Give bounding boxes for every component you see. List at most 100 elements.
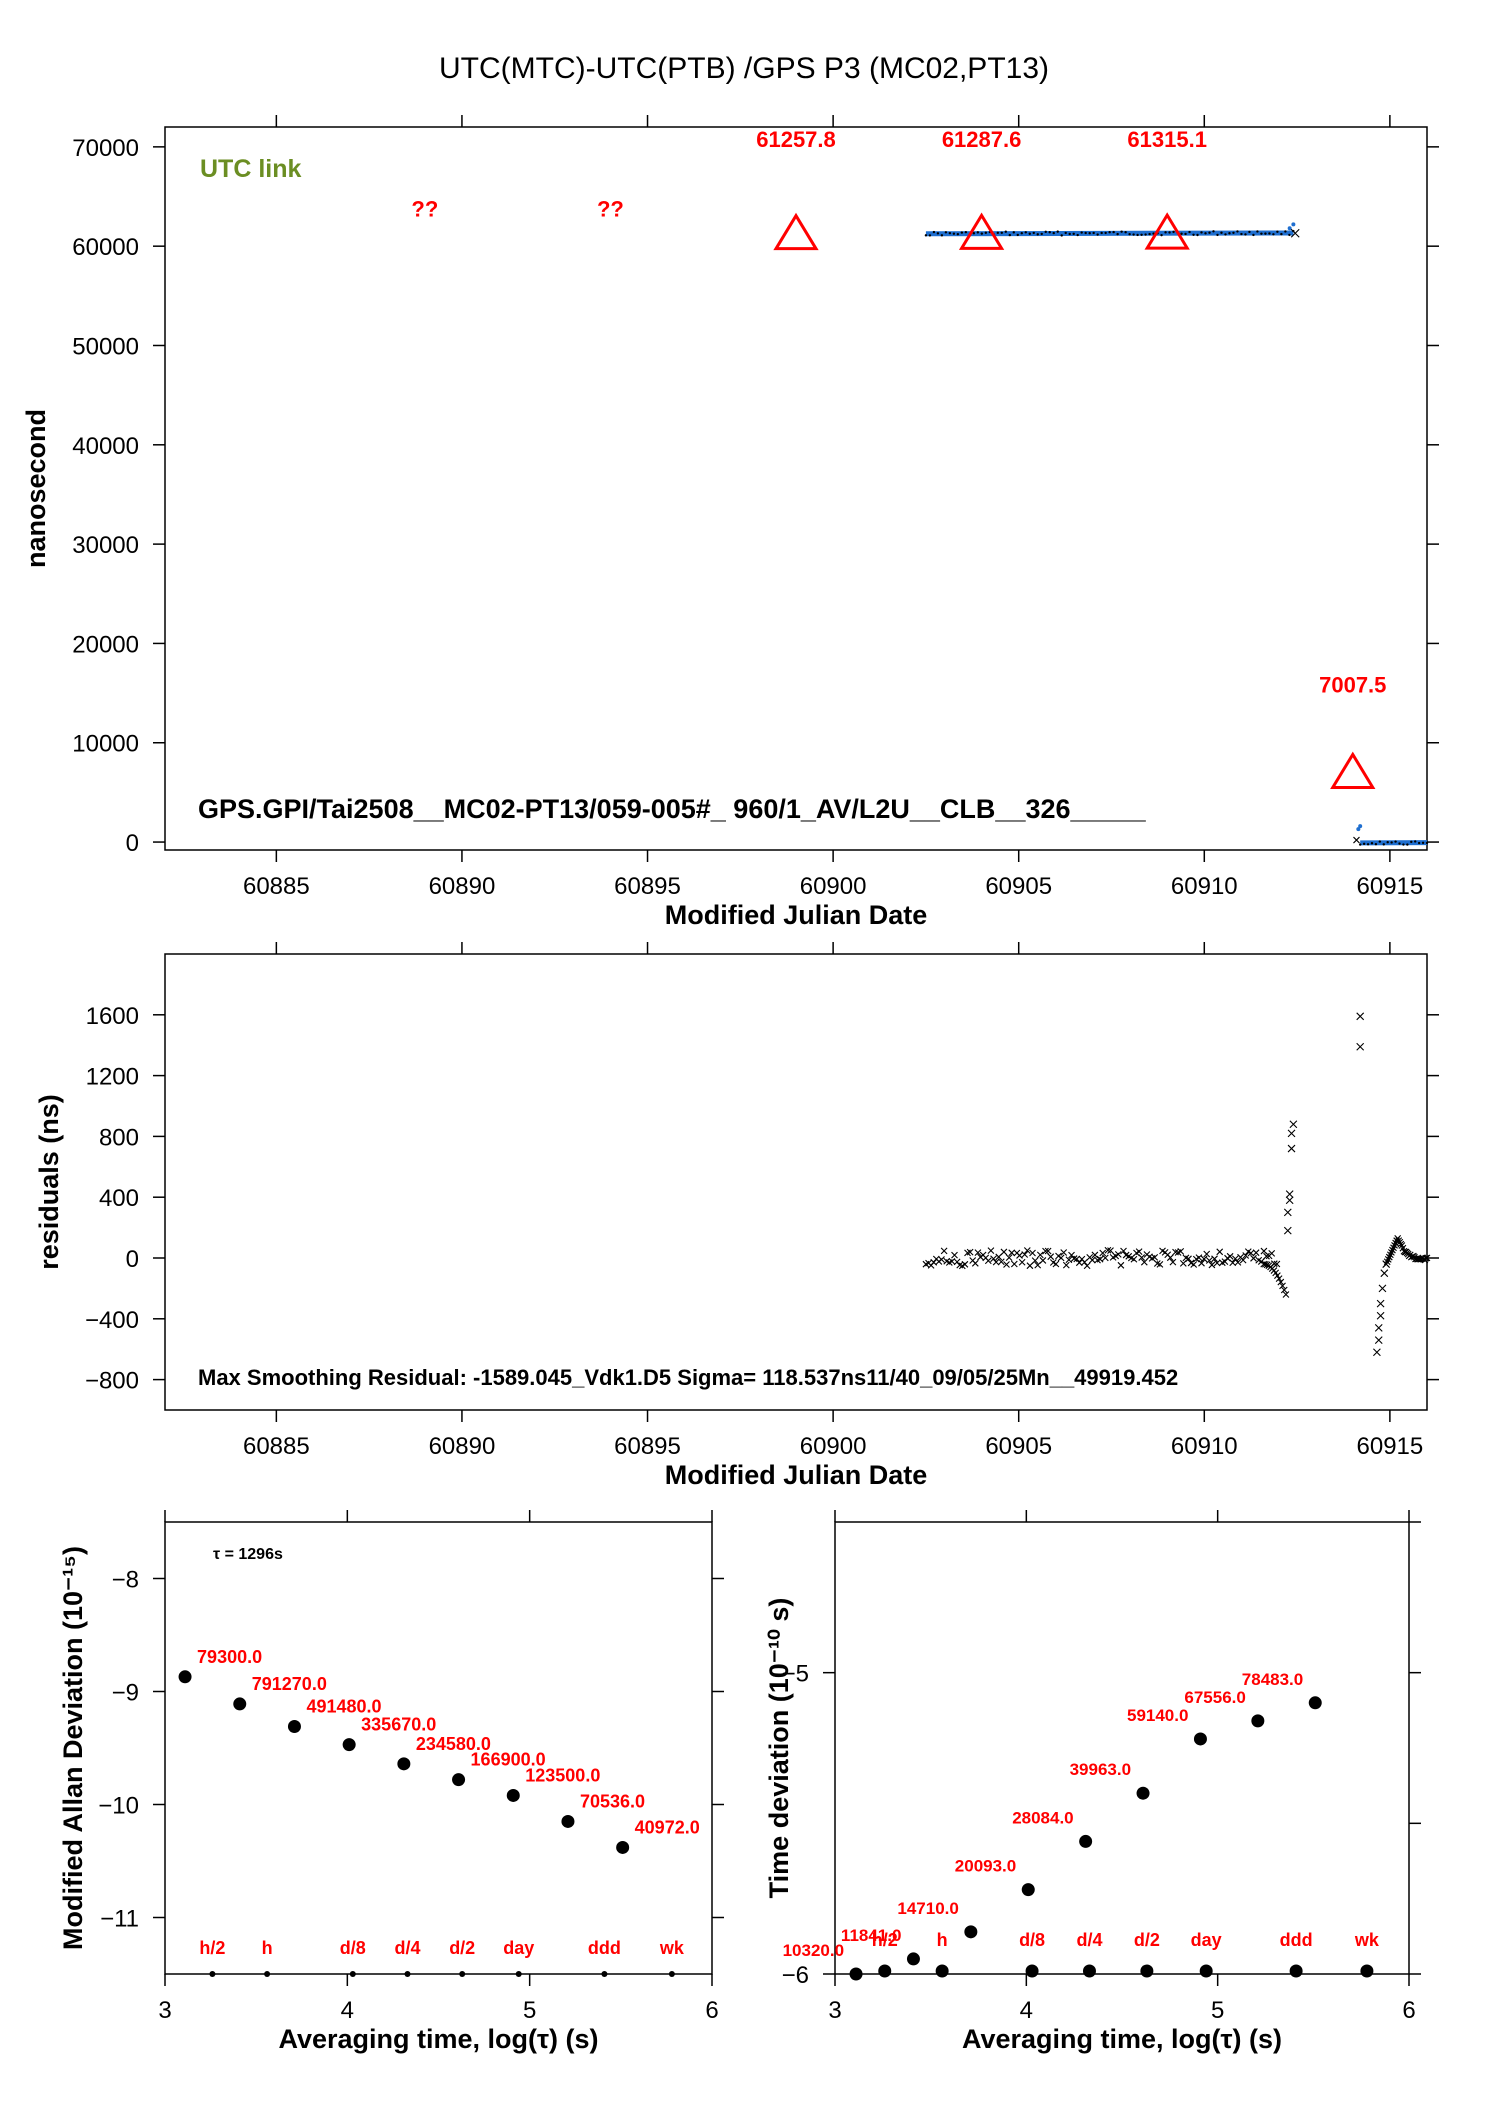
mdev-x-tick-label: 3 bbox=[158, 1997, 171, 2024]
tdev-plot: 3 4 5 6 −5 −6 Averaging time, log(τ) (s) Time d… bbox=[764, 1510, 1421, 2054]
main-y-tick-label: 50000 bbox=[72, 333, 139, 360]
res-data-point bbox=[1036, 1251, 1044, 1259]
main-data-point bbox=[952, 232, 956, 235]
res-y-axis-label: residuals (ns) bbox=[34, 1094, 64, 1270]
res-data-point bbox=[1205, 1257, 1213, 1264]
main-data-point bbox=[1406, 843, 1409, 846]
main-x-tick-label: 60905 bbox=[985, 873, 1052, 900]
tdev-frame bbox=[834, 1521, 1410, 1975]
main-data-point bbox=[1272, 233, 1275, 236]
main-data-point bbox=[976, 231, 980, 234]
res-data-point bbox=[1166, 1254, 1174, 1262]
main-spike-point bbox=[1291, 222, 1296, 227]
res-annotation: Max Smoothing Residual: -1589.045_Vdk1.D… bbox=[198, 1365, 1178, 1390]
main-x-tick-label: 60890 bbox=[429, 873, 496, 900]
res-data-point bbox=[1262, 1260, 1269, 1268]
res-data-point bbox=[1260, 1247, 1268, 1255]
main-data-point bbox=[1280, 232, 1283, 236]
main-data-point bbox=[1184, 232, 1187, 236]
tdev-x-tick-label: 3 bbox=[828, 1997, 841, 2024]
main-data-point bbox=[1028, 232, 1031, 235]
main-data-point bbox=[1410, 840, 1413, 844]
main-data-point bbox=[1268, 232, 1271, 235]
main-data-point bbox=[1048, 230, 1051, 234]
main-data-point bbox=[1394, 840, 1397, 843]
main-x-point bbox=[1290, 228, 1300, 238]
main-y-tick-label: 10000 bbox=[72, 731, 139, 758]
res-data-point bbox=[1114, 1251, 1122, 1258]
mdev-period-label: ddd bbox=[588, 1938, 621, 1958]
res-data-point bbox=[1268, 1249, 1276, 1257]
main-y-tick-label: 60000 bbox=[72, 234, 139, 261]
res-x-tick-label: 60890 bbox=[429, 1433, 496, 1460]
mdev-period-tick bbox=[459, 1971, 466, 1977]
mdev-data-point bbox=[287, 1720, 301, 1734]
main-data-point bbox=[1236, 230, 1239, 233]
res-outlier-point bbox=[1283, 1208, 1292, 1217]
res-data-point bbox=[1200, 1255, 1208, 1263]
tdev-period-point bbox=[935, 1964, 949, 1978]
main-data-point bbox=[1016, 233, 1019, 237]
res-outlier-point bbox=[1376, 1299, 1385, 1308]
res-data-point bbox=[1039, 1257, 1047, 1264]
main-x-tick-label: 60915 bbox=[1357, 873, 1424, 900]
tdev-period-label: day bbox=[1191, 1930, 1222, 1950]
main-data-point bbox=[1168, 231, 1171, 234]
main-data-point bbox=[1212, 230, 1215, 233]
res-data-point bbox=[1250, 1254, 1257, 1262]
tdev-data-point bbox=[1136, 1786, 1150, 1800]
main-data-point bbox=[1366, 843, 1370, 846]
main-data-point bbox=[1378, 840, 1382, 843]
tdev-point-label: 78483.0 bbox=[1242, 1670, 1303, 1689]
res-outlier-point bbox=[1289, 1120, 1298, 1129]
res-data-point bbox=[987, 1247, 995, 1255]
res-data-point bbox=[1156, 1260, 1164, 1268]
main-data-point bbox=[1136, 233, 1139, 237]
mdev-y-tick-label: −11 bbox=[100, 1906, 139, 1933]
res-data-point bbox=[974, 1249, 982, 1256]
main-data-point bbox=[1096, 233, 1099, 236]
main-x-point bbox=[1353, 836, 1360, 844]
main-data-point bbox=[1172, 230, 1175, 234]
main-data-point bbox=[1252, 233, 1255, 237]
res-data-point bbox=[1252, 1249, 1260, 1257]
main-data-point bbox=[1068, 232, 1071, 236]
main-y-tick-label: 0 bbox=[126, 830, 139, 857]
res-data-point bbox=[995, 1253, 1003, 1261]
main-y-tick-label: 70000 bbox=[72, 135, 139, 162]
main-data-point bbox=[956, 232, 960, 236]
res-data-point bbox=[1151, 1254, 1159, 1261]
main-x-axis-label: Modified Julian Date bbox=[665, 900, 928, 930]
res-data-point bbox=[1083, 1262, 1091, 1270]
main-data-point bbox=[1160, 233, 1163, 237]
tdev-point-label: 67556.0 bbox=[1184, 1688, 1245, 1707]
mdev-point-label: 335670.0 bbox=[361, 1715, 436, 1735]
main-x-tick-label: 60910 bbox=[1171, 873, 1238, 900]
main-data-point bbox=[1196, 233, 1199, 237]
main-data-point bbox=[1398, 842, 1401, 845]
mdev-y-tick-label: −10 bbox=[98, 1793, 139, 1820]
res-data-point bbox=[1198, 1259, 1205, 1267]
res-data-point bbox=[1016, 1252, 1023, 1259]
main-data-point bbox=[1224, 233, 1227, 236]
res-data-point bbox=[1023, 1247, 1031, 1254]
res-data-point bbox=[1280, 1286, 1288, 1294]
res-y-tick-label: −400 bbox=[85, 1307, 139, 1334]
mdev-data-point bbox=[397, 1757, 411, 1771]
tdev-y-tick-label: −6 bbox=[782, 1962, 809, 1989]
main-data-point bbox=[1088, 231, 1091, 235]
main-data-point bbox=[1116, 232, 1119, 236]
tdev-point-label: 20093.0 bbox=[955, 1857, 1016, 1876]
res-data-point bbox=[990, 1255, 997, 1263]
mdev-data-point bbox=[506, 1788, 520, 1802]
tdev-point-label: 59140.0 bbox=[1127, 1706, 1188, 1725]
res-x-tick-label: 60910 bbox=[1171, 1433, 1238, 1460]
res-data-point bbox=[1396, 1238, 1404, 1246]
mdev-frame bbox=[164, 1521, 713, 1975]
mdev-period-label: d/2 bbox=[449, 1938, 475, 1958]
main-data-point bbox=[1417, 841, 1421, 845]
main-x-tick-label: 60895 bbox=[614, 873, 681, 900]
main-data-point bbox=[1036, 233, 1039, 236]
mdev-y-axis-label: Modified Allan Deviation (10⁻¹⁵) bbox=[58, 1546, 88, 1950]
